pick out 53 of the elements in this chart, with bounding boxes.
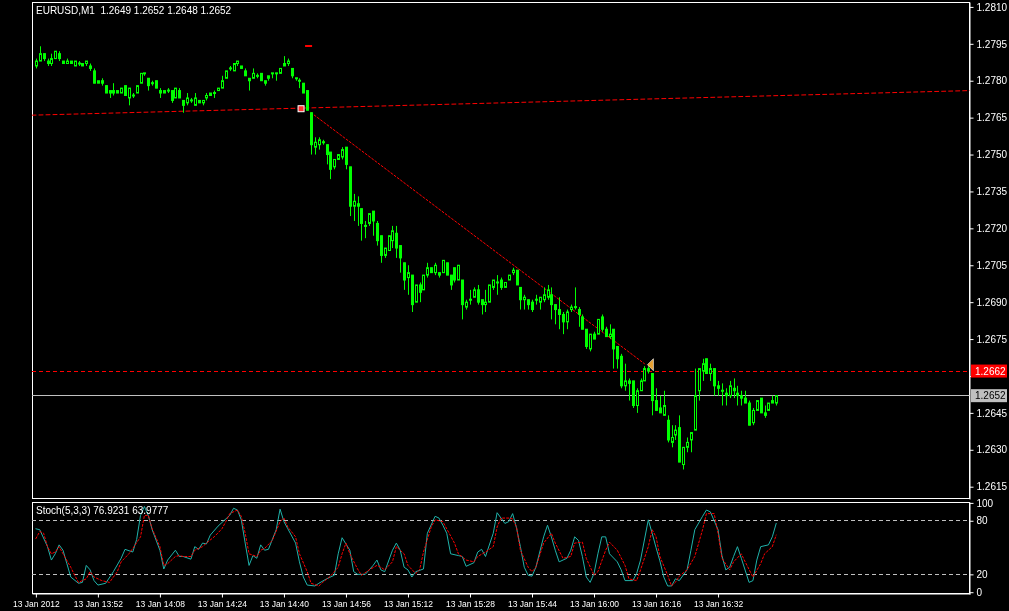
candlestick xyxy=(357,195,360,227)
candlestick xyxy=(562,311,565,335)
candlestick xyxy=(663,390,666,416)
candlestick xyxy=(566,309,569,330)
y-tick-label: 1.2810 xyxy=(976,1,1008,13)
y-tick-label: 0 xyxy=(976,586,983,598)
y-tick-label: 1.2720 xyxy=(976,223,1008,235)
x-tick-label: 13 Jan 16:16 xyxy=(631,598,682,609)
x-tick-label: 13 Jan 15:28 xyxy=(445,598,496,609)
x-tick-label: 13 Jan 14:40 xyxy=(259,598,310,609)
y-tick-label: 100 xyxy=(976,497,994,509)
candlestick xyxy=(748,400,751,426)
ref-line-label: 1.2662 xyxy=(975,365,1007,377)
candlestick xyxy=(628,377,631,402)
candlestick xyxy=(345,146,348,170)
candlestick xyxy=(612,328,615,370)
y-tick-label: 1.2780 xyxy=(976,75,1008,87)
candlestick xyxy=(519,286,522,311)
candlestick xyxy=(721,382,724,406)
candlestick xyxy=(372,210,375,237)
x-tick-label: 13 Jan 14:56 xyxy=(321,598,372,609)
y-tick-label: 1.2615 xyxy=(976,481,1008,493)
y-tick-label: 1.2765 xyxy=(976,112,1008,124)
x-tick-label: 13 Jan 16:32 xyxy=(693,598,744,609)
chart-title: EURUSD,M1 1.2649 1.2652 1.2648 1.2652 xyxy=(36,5,232,16)
ref-line-label: 1.2652 xyxy=(975,390,1007,402)
candlestick xyxy=(403,262,406,291)
x-tick-label: 13 Jan 14:24 xyxy=(197,598,248,609)
x-tick-label: 13 Jan 15:44 xyxy=(507,598,558,609)
x-tick-label: 13 Jan 2012 xyxy=(12,598,61,609)
candlestick xyxy=(690,432,693,453)
y-tick-label: 80 xyxy=(976,515,989,527)
x-tick-label: 13 Jan 15:12 xyxy=(383,598,434,609)
candlestick xyxy=(477,284,480,306)
y-tick-label: 1.2750 xyxy=(976,149,1008,161)
x-tick-label: 13 Jan 14:08 xyxy=(135,598,186,609)
candlestick xyxy=(574,286,577,311)
candlestick xyxy=(667,414,670,443)
x-tick-label: 13 Jan 13:52 xyxy=(73,598,124,609)
y-tick-label: 1.2795 xyxy=(976,38,1008,50)
y-tick-label: 1.2705 xyxy=(976,259,1008,271)
y-tick-label: 1.2690 xyxy=(976,296,1008,308)
y-tick-label: 1.2675 xyxy=(976,333,1008,345)
y-tick-label: 1.2735 xyxy=(976,186,1008,198)
y-tick-label: 20 xyxy=(976,569,989,581)
y-tick-label: 1.2630 xyxy=(976,444,1008,456)
candlestick xyxy=(558,296,561,330)
candlestick xyxy=(496,274,499,296)
candlestick xyxy=(395,225,398,259)
y-tick-label: 1.2645 xyxy=(976,407,1008,419)
chart-title: Stoch(5,3,3) 76.9231 63.9777 xyxy=(36,505,169,516)
candlestick xyxy=(713,368,716,397)
x-tick-label: 13 Jan 16:00 xyxy=(569,598,620,609)
